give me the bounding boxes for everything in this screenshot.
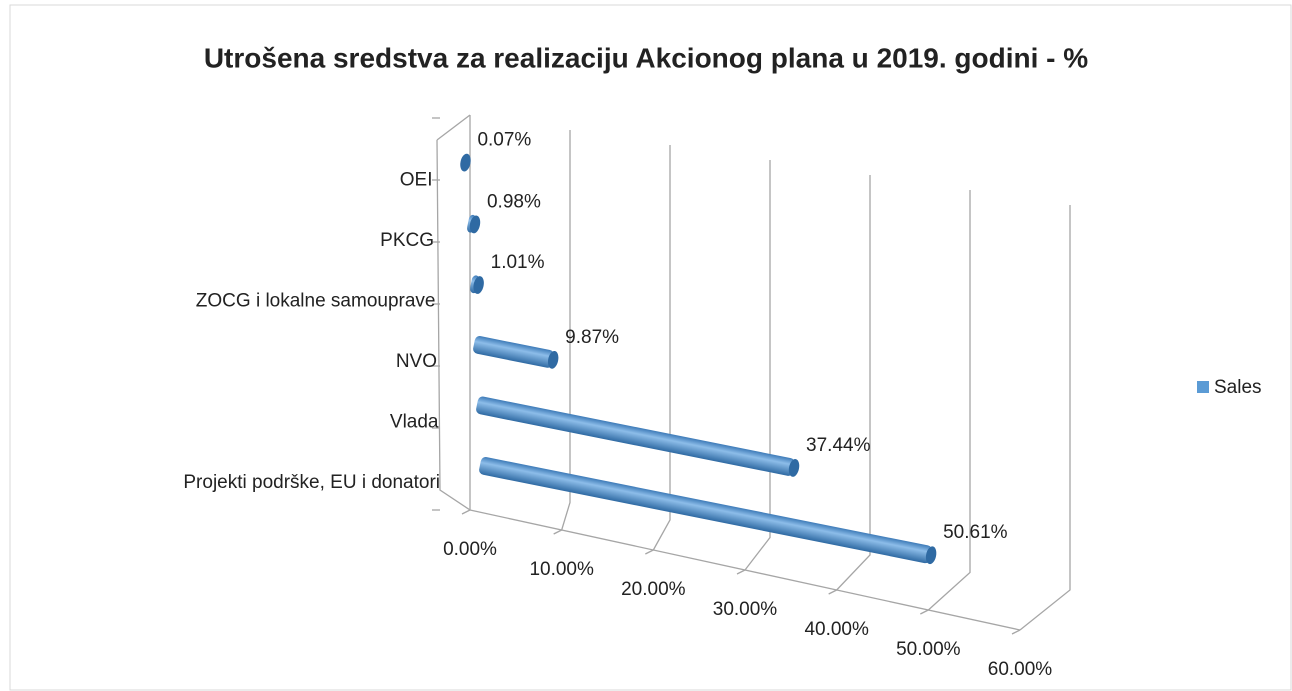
bar-group	[473, 336, 559, 369]
value-label: 37.44%	[806, 435, 871, 456]
bar	[476, 396, 795, 476]
x-tick-label: 30.00%	[713, 599, 778, 620]
x-tick-mark	[645, 549, 654, 555]
x-tick-mark	[553, 529, 562, 535]
y-tick-label: OEI	[400, 170, 433, 191]
bar	[473, 336, 555, 368]
bar-cap	[547, 350, 559, 369]
bar-cap	[460, 153, 471, 172]
x-tick-mark	[828, 589, 837, 595]
value-label: 9.87%	[565, 327, 619, 348]
bar-group	[460, 153, 471, 172]
legend-label: Sales	[1214, 377, 1262, 398]
legend-swatch	[1197, 381, 1209, 393]
bar-cap	[473, 276, 484, 294]
bar-cap	[925, 546, 937, 565]
y-tick-label: Vlada	[390, 412, 439, 433]
value-label: 0.07%	[477, 130, 531, 151]
bar	[479, 457, 932, 564]
grid-line	[744, 160, 771, 571]
bar-cap	[469, 215, 481, 234]
x-tick-mark	[461, 509, 471, 515]
grid-line	[652, 145, 671, 551]
grid-line	[836, 175, 871, 591]
bar-cap	[788, 459, 800, 477]
y-tick-label: ZOCG i lokalne samouprave	[196, 291, 436, 312]
x-tick-label: 40.00%	[804, 619, 869, 640]
x-tick-label: 50.00%	[896, 639, 961, 660]
value-label: 1.01%	[491, 252, 545, 273]
y-tick-label: NVO	[396, 351, 437, 372]
chart-title: Utrošena sredstva za realizaciju Akciono…	[204, 42, 1088, 73]
x-tick-mark	[1011, 629, 1021, 635]
bar-group	[476, 396, 800, 477]
x-tick-mark	[920, 609, 929, 615]
x-tick-label: 60.00%	[988, 659, 1053, 680]
grid-line	[927, 190, 971, 611]
x-tick-label: 0.00%	[443, 539, 497, 560]
x-axis	[469, 509, 1021, 631]
bar-group	[470, 275, 484, 294]
x-tick-label: 20.00%	[621, 579, 686, 600]
x-tick-label: 10.00%	[529, 559, 594, 580]
y-tick-label: PKCG	[380, 230, 434, 251]
value-label: 50.61%	[943, 522, 1008, 543]
left-wall-top	[436, 114, 471, 141]
bar-group	[479, 457, 937, 565]
y-tick-label: Projekti podrške, EU i donatori	[183, 472, 440, 493]
left-wall	[436, 139, 471, 511]
value-label: 0.98%	[487, 191, 541, 212]
bar-group	[467, 214, 481, 234]
x-tick-mark	[736, 569, 746, 575]
chart-border	[9, 4, 1292, 691]
grid-line	[561, 130, 571, 531]
grid-line	[1019, 205, 1071, 631]
